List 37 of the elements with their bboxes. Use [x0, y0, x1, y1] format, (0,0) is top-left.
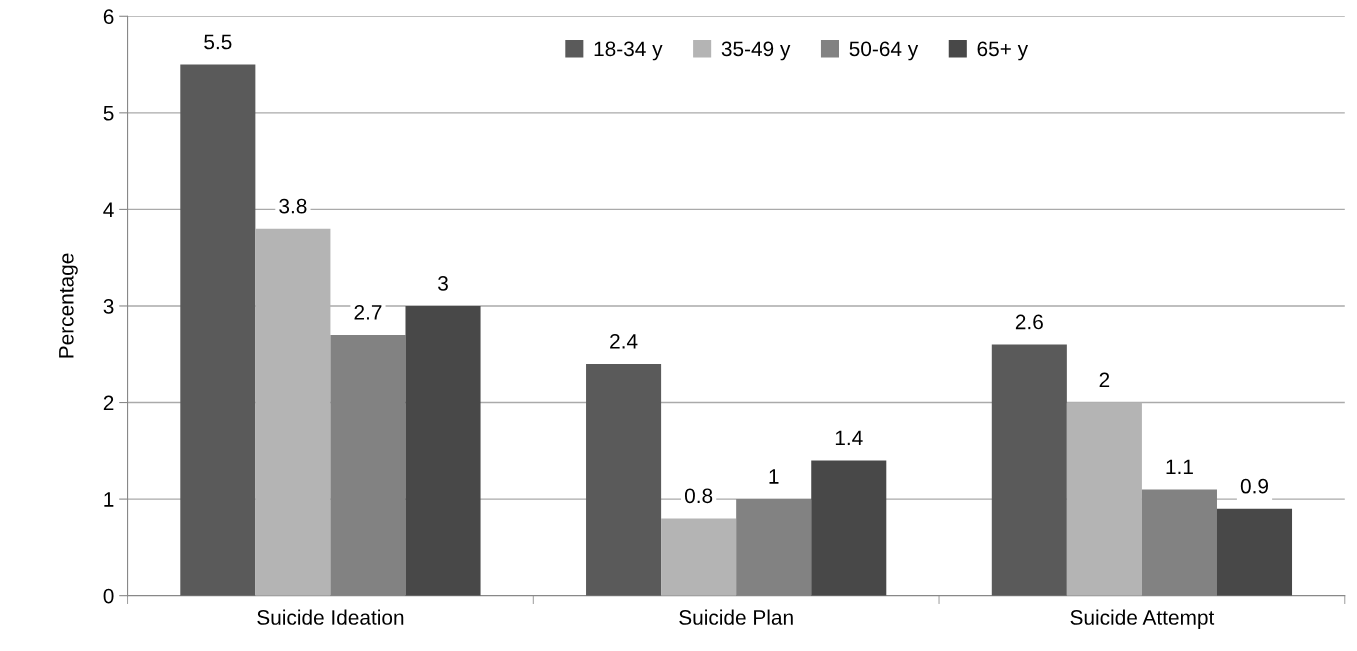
bar	[586, 363, 662, 596]
data-label: 3	[438, 275, 448, 291]
x-tick-label: Suicide Plan	[679, 609, 793, 625]
x-tick-label: Suicide Ideation	[257, 609, 404, 625]
data-label: 2.6	[1015, 314, 1043, 330]
data-label: 2.4	[610, 333, 638, 349]
data-label: 0.9	[1240, 478, 1268, 494]
y-tick-label: 0	[103, 588, 114, 604]
y-tick-label: 4	[103, 202, 114, 217]
data-label: 1.4	[835, 430, 863, 446]
bar	[811, 460, 887, 596]
legend-label: 65+ y	[977, 41, 1029, 61]
y-axis-title: Percentage	[59, 253, 78, 358]
data-label: 0.8	[684, 488, 713, 504]
bar	[180, 64, 256, 596]
legend-label: 18-34 y	[594, 41, 663, 61]
data-label: 1	[769, 469, 779, 484]
y-tick-label: 5	[103, 106, 114, 121]
y-tick-label: 6	[103, 9, 114, 25]
x-tick-label: Suicide Attempt	[1070, 609, 1215, 629]
bar	[991, 344, 1067, 596]
data-label: 5.5	[204, 34, 232, 50]
bar	[661, 518, 737, 596]
data-label: 2.7	[354, 304, 382, 320]
bar	[1141, 489, 1217, 596]
bar	[330, 334, 406, 596]
legend-label: 35-49 y	[721, 41, 791, 61]
bar	[736, 499, 812, 596]
data-label: 2	[1099, 372, 1110, 388]
y-tick-label: 1	[104, 492, 114, 507]
bar	[405, 305, 481, 596]
legend-label: 50-64 y	[849, 41, 919, 61]
data-label: 1.1	[1166, 459, 1193, 475]
y-tick-label: 3	[103, 298, 114, 314]
y-tick-label: 2	[103, 395, 114, 411]
bar	[1216, 508, 1293, 596]
data-label: 3.8	[279, 198, 307, 214]
